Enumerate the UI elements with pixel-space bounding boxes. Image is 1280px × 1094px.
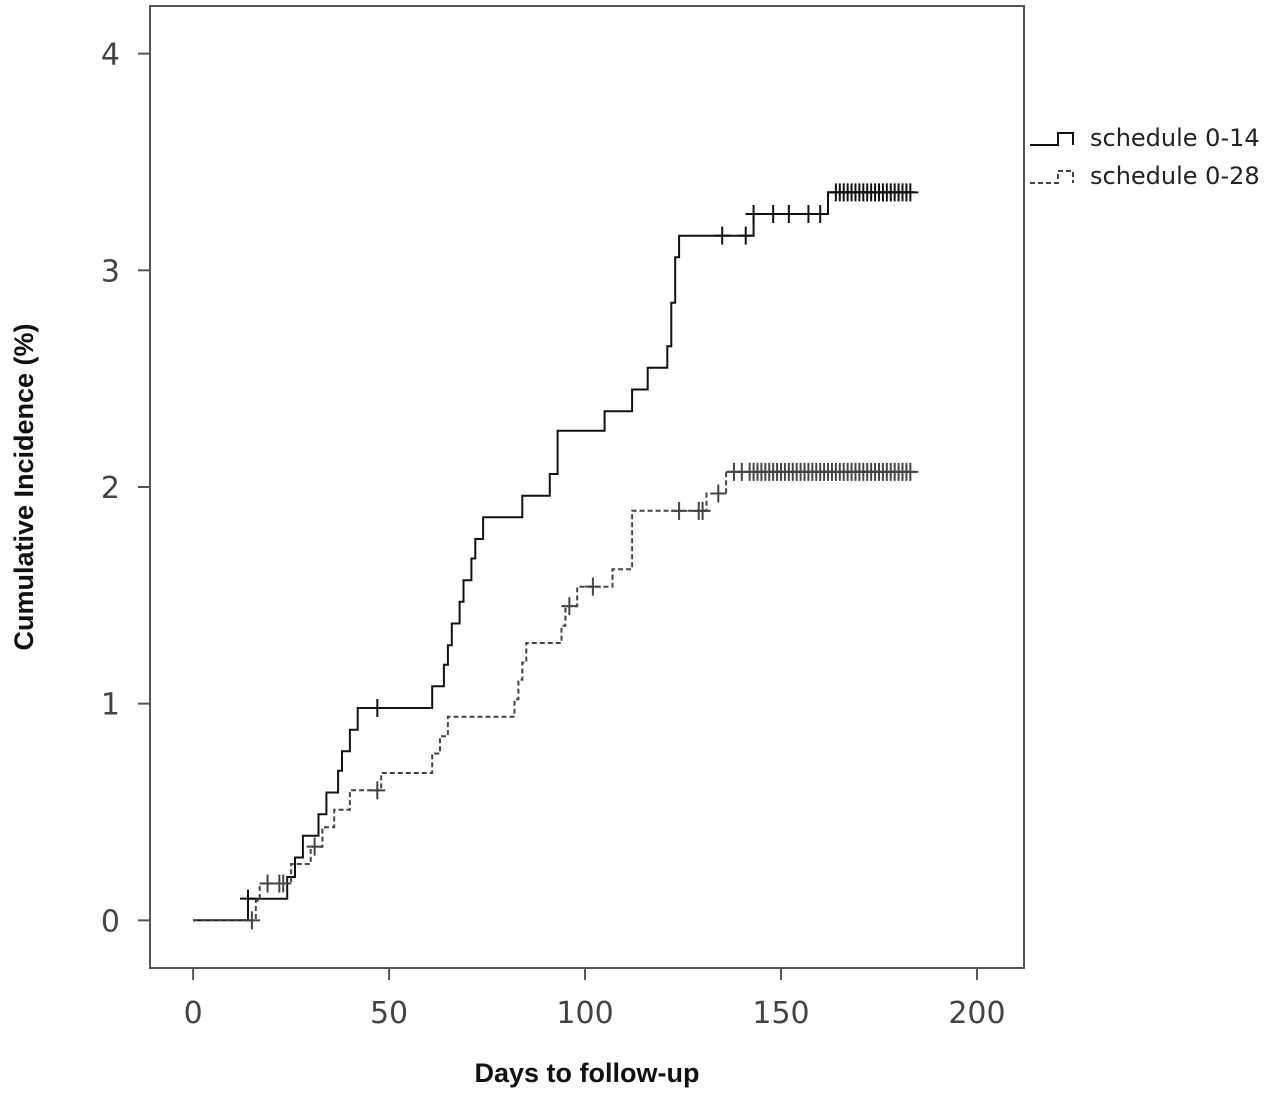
- series-line-2: [193, 470, 915, 922]
- x-tick-label: 0: [184, 996, 203, 1031]
- censor-mark: [710, 484, 727, 503]
- legend-swatch: [1030, 132, 1074, 146]
- plot-frame: [149, 5, 1025, 969]
- censor-mark: [812, 205, 829, 223]
- censor-mark: [765, 205, 782, 223]
- x-tick-label: 200: [948, 996, 1005, 1031]
- y-axis-title: Cumulative Incidence (%): [9, 323, 39, 650]
- legend: schedule 0-14 schedule 0-28: [1030, 124, 1260, 190]
- censor-mark: [239, 889, 256, 908]
- censor-mark: [671, 501, 688, 520]
- y-tick-label: 2: [101, 471, 120, 506]
- series-layer: [193, 183, 919, 930]
- censor-mark: [243, 911, 260, 930]
- y-tick-label: 0: [101, 904, 120, 939]
- censor-mark: [714, 226, 731, 245]
- censor-mark: [737, 226, 754, 245]
- x-tick-label: 150: [752, 996, 809, 1031]
- x-axis-title: Days to follow-up: [475, 1058, 700, 1088]
- legend-label: schedule 0-14: [1090, 124, 1260, 152]
- y-tick-label: 1: [101, 688, 120, 723]
- censor-mark: [902, 183, 919, 202]
- x-tick-label: 50: [370, 996, 408, 1031]
- y-axis: 0 1 2 3 4: [101, 38, 150, 939]
- censor-mark: [902, 462, 919, 481]
- censor-mark: [780, 205, 797, 223]
- censor-mark: [584, 577, 601, 596]
- series-line-1: [193, 191, 915, 922]
- censor-mark: [369, 781, 386, 800]
- legend-swatch: [1030, 170, 1074, 184]
- censor-mark: [369, 699, 386, 717]
- y-tick-label: 4: [101, 38, 120, 73]
- censor-mark: [694, 501, 711, 520]
- censor-mark: [306, 837, 323, 856]
- censor-mark: [561, 597, 578, 616]
- legend-label: schedule 0-28: [1090, 162, 1260, 190]
- y-tick-label: 3: [101, 254, 120, 289]
- x-tick-label: 100: [556, 996, 613, 1031]
- censor-mark: [275, 874, 292, 893]
- censor-mark: [745, 205, 762, 223]
- x-axis: 0 50 100 150 200: [184, 968, 1006, 1031]
